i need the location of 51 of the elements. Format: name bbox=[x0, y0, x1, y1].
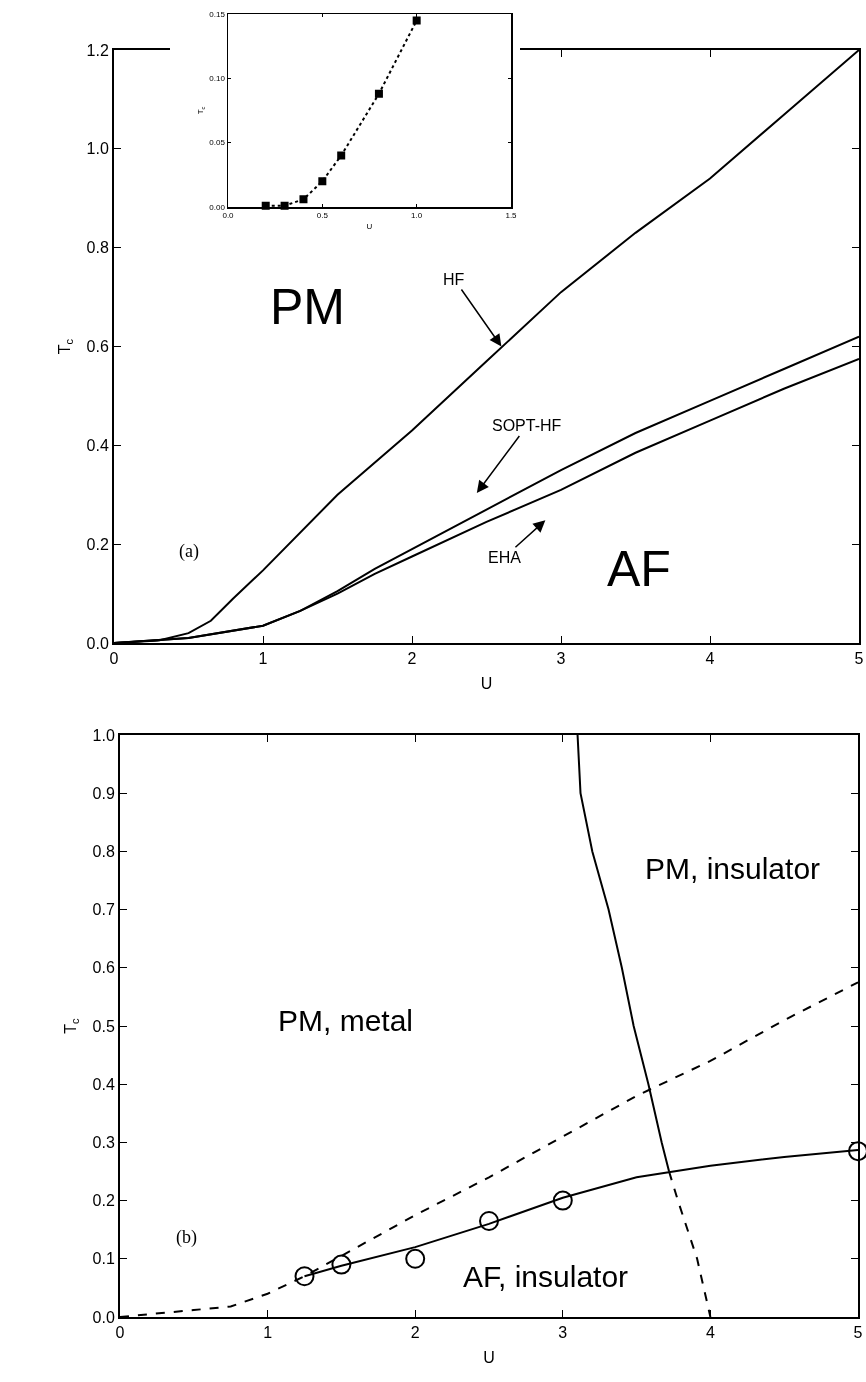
x-axis-title: U bbox=[483, 1349, 495, 1367]
x-tick-label: 3 bbox=[558, 1324, 568, 1342]
annotation: (b) bbox=[176, 1227, 197, 1248]
y-tick-label: 0.0 bbox=[92, 1308, 115, 1326]
y-tick-label: 0.2 bbox=[92, 1192, 115, 1210]
y-tick-label: 0.6 bbox=[92, 959, 115, 977]
y-tick-label: 0.7 bbox=[92, 901, 115, 919]
y-tick-label: 0.15 bbox=[209, 9, 226, 19]
x-tick-label: 0.5 bbox=[316, 211, 329, 221]
y-tick-label: 0.00 bbox=[209, 202, 226, 212]
x-axis-title: U bbox=[366, 221, 373, 231]
y-tick-label: 0.1 bbox=[92, 1250, 115, 1268]
x-tick-label: 4 bbox=[705, 1324, 715, 1342]
y-tick-label: 0.3 bbox=[92, 1134, 115, 1151]
y-tick-label: 0.0 bbox=[86, 634, 109, 652]
x-tick-label: 5 bbox=[853, 1324, 863, 1342]
annotation: SOPT-HF bbox=[492, 417, 562, 434]
y-tick-label: 0.10 bbox=[209, 74, 226, 84]
annotation: PM, insulator bbox=[645, 852, 821, 885]
x-tick-label: 1 bbox=[263, 1324, 273, 1342]
x-tick-label: 0.0 bbox=[222, 211, 235, 221]
annotation: AF, insulator bbox=[463, 1260, 629, 1293]
y-tick-label: 0.05 bbox=[209, 138, 226, 148]
x-tick-label: 0 bbox=[115, 1324, 125, 1342]
x-tick-label: 1 bbox=[258, 650, 268, 668]
annotation: EHA bbox=[488, 549, 522, 566]
y-tick-label: 0.5 bbox=[92, 1017, 115, 1035]
y-tick-label: 0.9 bbox=[92, 784, 115, 802]
x-tick-label: 1.0 bbox=[411, 211, 423, 221]
x-tick-label: 2 bbox=[410, 1324, 420, 1342]
x-tick-label: 0 bbox=[109, 650, 119, 668]
annotation: PM, metal bbox=[278, 1004, 414, 1037]
y-tick-label: 1.0 bbox=[92, 726, 115, 744]
x-tick-label: 4 bbox=[705, 650, 715, 668]
y-tick-label: 0.8 bbox=[92, 843, 115, 860]
annotation: HF bbox=[443, 271, 465, 288]
y-tick-label: 1.2 bbox=[86, 41, 109, 59]
y-tick-label: 0.4 bbox=[92, 1075, 115, 1093]
x-tick-label: 1.5 bbox=[505, 211, 518, 221]
y-tick-label: 0.6 bbox=[86, 338, 109, 356]
y-tick-label: 0.2 bbox=[86, 535, 109, 553]
x-axis-title: U bbox=[480, 675, 493, 693]
annotation: AF bbox=[607, 541, 671, 597]
x-tick-label: 5 bbox=[854, 650, 864, 668]
x-tick-label: 3 bbox=[556, 650, 566, 668]
y-tick-label: 1.0 bbox=[86, 140, 109, 158]
x-tick-label: 2 bbox=[407, 650, 417, 668]
y-tick-label: 0.8 bbox=[86, 239, 109, 257]
annotation: (a) bbox=[179, 541, 199, 562]
annotation: PM bbox=[270, 279, 345, 335]
y-tick-label: 0.4 bbox=[86, 436, 109, 454]
